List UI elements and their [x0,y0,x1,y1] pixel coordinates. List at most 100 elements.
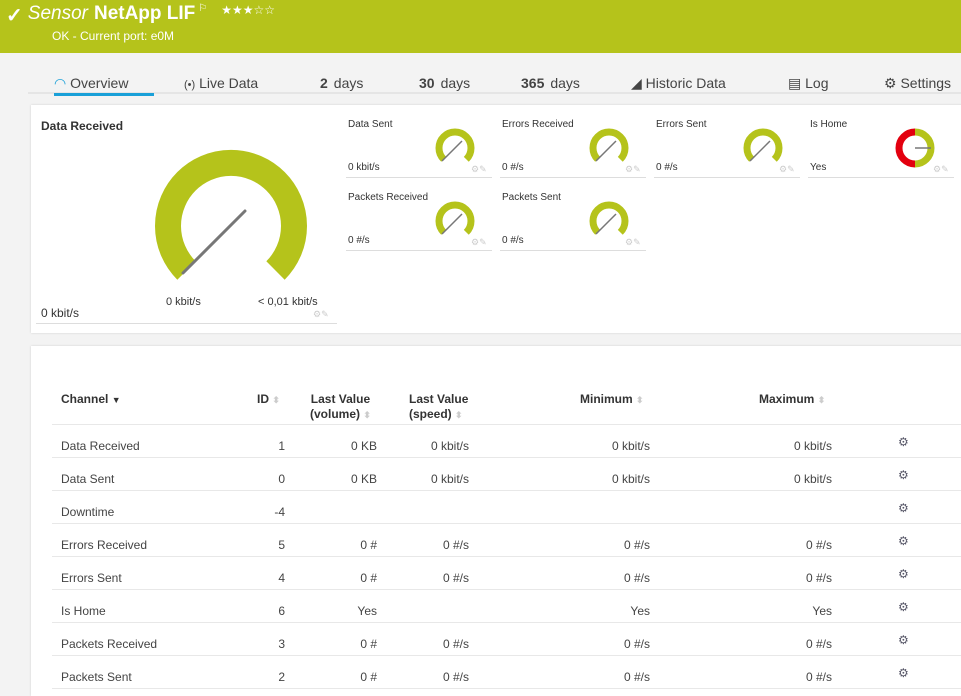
channel-name[interactable]: Packets Sent [61,670,132,684]
minimum: 0 kbit/s [611,439,650,453]
main-gauge-title: Data Received [41,119,124,133]
divider [654,177,800,178]
gauge-value: 0 #/s [656,162,678,173]
gauge-value: Yes [810,162,827,173]
gauge-needle [595,213,617,235]
channel-name[interactable]: Is Home [61,604,106,618]
table-row[interactable]: Errors Sent 4 0 # 0 #/s 0 #/s 0 #/s ⚙ [52,557,961,590]
priority-stars[interactable]: ★★★☆☆ [221,3,276,17]
tab-settings[interactable]: ⚙ Settings [884,75,952,91]
channel-settings-icon[interactable]: ⚙ [898,534,909,548]
last-value-volume: 0 # [360,670,377,684]
main-gauge-arc [155,149,307,280]
channel-settings-icon[interactable]: ⚙ [898,435,909,449]
channel-name[interactable]: Downtime [61,505,115,519]
channel-settings-icon[interactable]: ⚙ [898,567,909,581]
gauge-value: 0 kbit/s [348,162,380,173]
gauge-settings-pin-icons[interactable]: ⚙✎ [471,237,487,247]
tab-historic-data[interactable]: ◢ Historic Data [631,75,726,91]
maximum: 0 #/s [805,538,832,552]
main-gauge-min: 0 kbit/s [166,296,201,308]
channel-settings-icon[interactable]: ⚙ [898,468,909,482]
channel-id: 6 [278,604,285,618]
main-gauge-value: 0 kbit/s [41,306,80,320]
table-row[interactable]: Data Sent 0 0 KB 0 kbit/s 0 kbit/s 0 kbi… [52,458,961,491]
maximum: 0 kbit/s [793,472,832,486]
tab-2-days[interactable]: 2 days [320,75,364,91]
table-row[interactable]: Packets Sent 2 0 # 0 #/s 0 #/s 0 #/s ⚙ [52,656,961,689]
minimum: 0 #/s [623,637,650,651]
col-last-value-speed[interactable]: Last Value (speed) ⬍ [409,392,469,421]
col-minimum[interactable]: Minimum ⬍ [580,392,644,406]
channel-settings-icon[interactable]: ⚙ [898,633,909,647]
last-value-volume: 0 # [360,571,377,585]
divider [36,323,337,324]
sensor-title-line: ✓ Sensor NetApp LIF ⚐ ★★★☆☆ [6,3,275,28]
gear-icon: ⚙ [884,75,897,91]
gauge-arc [435,128,475,162]
last-value-volume: 0 KB [350,439,377,453]
channel-name[interactable]: Errors Received [61,538,148,552]
table-row[interactable]: Downtime -4 ⚙ [52,491,961,524]
gauge-arc [435,201,475,235]
table-row[interactable]: Data Received 1 0 KB 0 kbit/s 0 kbit/s 0… [52,425,961,458]
tab-overview[interactable]: ◠ Overview [54,75,155,96]
channel-id: -4 [274,505,285,519]
divider [500,177,646,178]
gauge-needle [595,140,617,162]
channel-settings-icon[interactable]: ⚙ [898,600,909,614]
last-value-volume: 0 # [360,538,377,552]
channel-settings-icon[interactable]: ⚙ [898,666,909,680]
gauge-arc [589,201,629,235]
maximum: 0 #/s [805,571,832,585]
gauge-dial [895,128,935,168]
last-value-volume: 0 # [360,637,377,651]
channel-name[interactable]: Data Sent [61,472,115,486]
minimum: 0 #/s [623,538,650,552]
gauge-dial [743,128,783,162]
main-gauge-max: < 0,01 kbit/s [258,296,318,308]
main-gauge-needle [181,209,247,275]
channel-name[interactable]: Errors Sent [61,571,122,585]
maximum: Yes [812,604,832,618]
table-row[interactable]: Is Home 6 Yes Yes Yes ⚙ [52,590,961,623]
channel-name[interactable]: Data Received [61,439,140,453]
channel-id: 3 [278,637,285,651]
gauge-settings-pin-icons[interactable]: ⚙✎ [313,309,329,319]
col-last-value-volume[interactable]: Last Value (volume) ⬍ [310,392,371,421]
gauge-settings-pin-icons[interactable]: ⚙✎ [625,164,641,174]
col-id[interactable]: ID ⬍ [257,392,280,406]
gauge-settings-pin-icons[interactable]: ⚙✎ [625,237,641,247]
col-channel[interactable]: Channel ▼ [61,392,121,406]
col-maximum[interactable]: Maximum ⬍ [759,392,826,406]
channel-id: 2 [278,670,285,684]
tab-live-data[interactable]: (•) Live Data [184,75,259,91]
gauges-panel [31,105,961,333]
channel-id: 0 [278,472,285,486]
divider [346,177,492,178]
last-value-speed: 0 #/s [442,571,469,585]
gauge-settings-pin-icons[interactable]: ⚙✎ [933,164,949,174]
channel-settings-icon[interactable]: ⚙ [898,501,909,515]
gauge-dial [589,201,629,235]
gauge-settings-pin-icons[interactable]: ⚙✎ [471,164,487,174]
minimum: 0 #/s [623,670,650,684]
flag-icon[interactable]: ⚐ [198,3,208,14]
tab-365-days[interactable]: 365 days [521,75,580,91]
last-value-speed: 0 kbit/s [430,439,469,453]
tab-30-days[interactable]: 30 days [419,75,471,91]
gauge-needle [749,140,771,162]
gauge-title: Errors Sent [656,119,707,130]
divider [346,250,492,251]
channel-name[interactable]: Packets Received [61,637,158,651]
tab-log[interactable]: ▤ Log [788,75,829,91]
last-value-speed: 0 #/s [442,538,469,552]
gauge-settings-pin-icons[interactable]: ⚙✎ [779,164,795,174]
gauge-arc [743,128,783,162]
table-row[interactable]: Errors Received 5 0 # 0 #/s 0 #/s 0 #/s … [52,524,961,557]
sensor-prefix: Sensor [27,3,88,24]
gauge-title: Data Sent [348,119,393,130]
table-row[interactable]: Packets Received 3 0 # 0 #/s 0 #/s 0 #/s… [52,623,961,656]
minimum: 0 #/s [623,571,650,585]
maximum: 0 #/s [805,637,832,651]
